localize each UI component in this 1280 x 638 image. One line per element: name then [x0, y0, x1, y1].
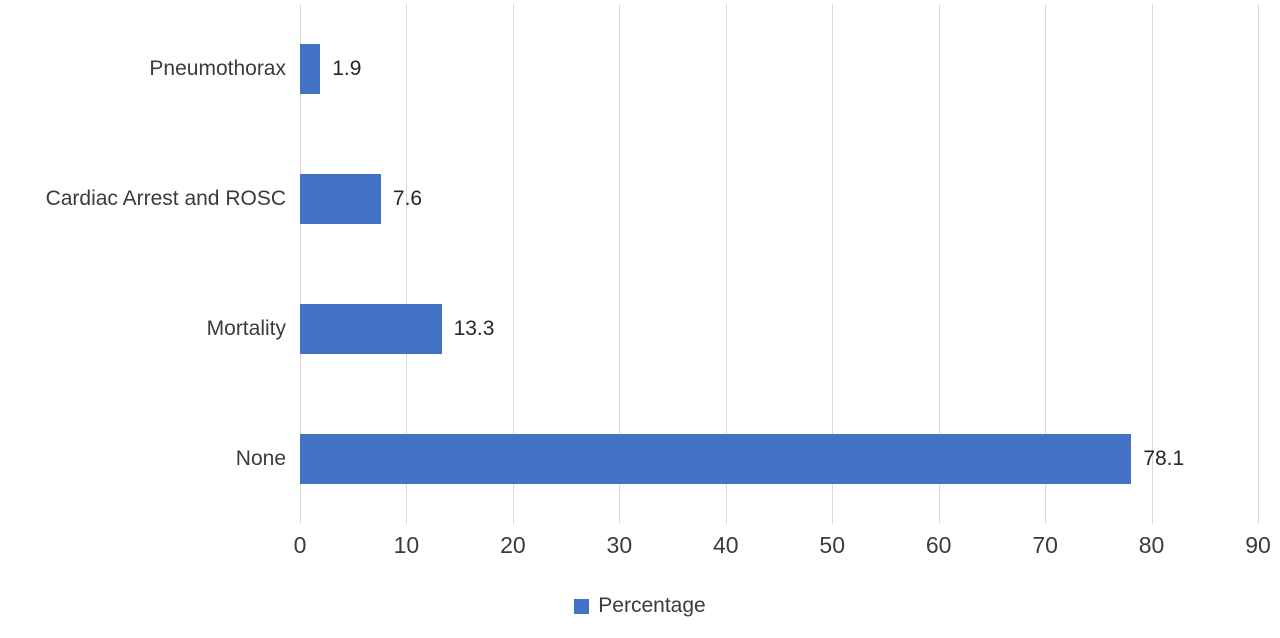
gridline — [725, 4, 727, 524]
gridlines — [300, 4, 1259, 524]
gridline — [832, 4, 834, 524]
bar-row: Cardiac Arrest and ROSC 7.6 — [0, 134, 1280, 264]
value-label: 13.3 — [453, 317, 495, 340]
x-tick-label: 50 — [819, 532, 846, 558]
bar-track: 7.6 — [300, 174, 1258, 224]
bar-row: Pneumothorax 1.9 — [0, 4, 1280, 134]
gridline — [1151, 4, 1153, 524]
x-tick-label: 20 — [500, 532, 526, 558]
x-tick-label: 80 — [1138, 532, 1165, 558]
bar-row: None 78.1 — [0, 394, 1280, 524]
bar — [300, 174, 381, 224]
value-label: 78.1 — [1143, 447, 1185, 470]
bar — [300, 304, 442, 354]
gridline — [1258, 4, 1259, 524]
x-tick-label: 70 — [1032, 532, 1058, 558]
gridline — [938, 4, 940, 524]
x-tick-label: 90 — [1245, 532, 1271, 558]
legend-swatch-icon — [574, 598, 590, 614]
value-label: 7.6 — [392, 187, 423, 210]
bar-track: 13.3 — [300, 304, 1258, 354]
x-tick-label: 60 — [925, 532, 952, 558]
value-label: 1.9 — [332, 57, 362, 80]
x-tick-label: 0 — [293, 532, 307, 558]
bar-rows: Pneumothorax 1.9 Cardiac Arrest and ROSC 7.… — [0, 4, 1280, 524]
category-label: Cardiac Arrest and ROSC — [45, 187, 286, 210]
bar — [300, 434, 1132, 484]
gridline — [1045, 4, 1047, 524]
gridline — [512, 4, 514, 524]
legend-label: Percentage — [598, 594, 706, 617]
x-tick-label: 30 — [606, 532, 633, 558]
category-label: Pneumothorax — [149, 57, 286, 80]
x-axis: 0 10 20 30 40 50 60 70 80 90 — [0, 524, 1280, 568]
plot-area: Pneumothorax 1.9 Cardiac Arrest and ROSC 7.… — [0, 4, 1280, 524]
bar-row: Mortality 13.3 — [0, 264, 1280, 394]
gridline — [300, 4, 301, 524]
legend: Percentage — [0, 594, 1280, 618]
category-label: Mortality — [206, 317, 286, 340]
bar-track: 78.1 — [300, 434, 1258, 484]
category-label: None — [235, 447, 286, 470]
x-tick-label: 10 — [393, 532, 420, 558]
bar — [300, 44, 321, 94]
bar-track: 1.9 — [300, 44, 1258, 94]
gridline — [619, 4, 621, 524]
x-tick-label: 40 — [712, 532, 739, 558]
x-axis-ticks: 0 10 20 30 40 50 60 70 80 90 — [294, 532, 1271, 568]
gridline — [406, 4, 408, 524]
